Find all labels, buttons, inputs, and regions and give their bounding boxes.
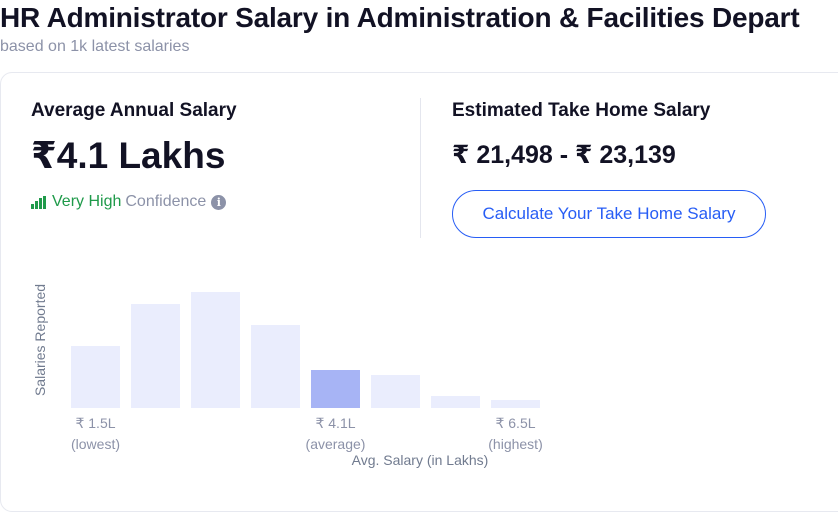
- average-salary-value: ₹4.1 Lakhs: [31, 135, 226, 176]
- info-icon[interactable]: i: [211, 194, 227, 210]
- histogram-bar[interactable]: [191, 292, 240, 408]
- histogram-bar[interactable]: [251, 325, 300, 408]
- confidence-indicator: Very High Confidence i: [31, 193, 227, 211]
- divider: [420, 98, 421, 238]
- x-tick-label: ₹ 4.1L: [315, 415, 355, 431]
- page-title: HR Administrator Salary in Administratio…: [0, 2, 800, 33]
- salary-card: [0, 72, 838, 512]
- confidence-label: Confidence: [125, 193, 207, 210]
- x-tick-label: ₹ 1.5L: [75, 415, 115, 431]
- average-salary-label: Average Annual Salary: [31, 100, 237, 121]
- histogram-bar-average[interactable]: [311, 370, 360, 408]
- histogram-bar[interactable]: [131, 304, 180, 408]
- confidence-level: Very High: [52, 193, 122, 210]
- histogram-bar[interactable]: [71, 346, 120, 408]
- x-tick-label: ₹ 6.5L: [495, 415, 535, 431]
- take-home-label: Estimated Take Home Salary: [452, 100, 711, 121]
- histogram-bar[interactable]: [491, 400, 540, 408]
- x-tick-note: (highest): [488, 436, 542, 452]
- histogram-bar[interactable]: [371, 375, 420, 408]
- signal-bars-icon: [31, 195, 46, 209]
- take-home-value: ₹ 21,498 - ₹ 23,139: [452, 141, 676, 169]
- salary-distribution-chart: Salaries Reported ₹ 1.5L (lowest) ₹ 4.1L (av…: [32, 284, 543, 468]
- page-subtitle: based on 1k latest salaries: [0, 38, 190, 55]
- y-axis-label: Salaries Reported: [32, 284, 48, 396]
- x-tick-note: (lowest): [71, 436, 120, 452]
- x-axis-label: Avg. Salary (in Lakhs): [352, 452, 489, 468]
- calculate-take-home-button[interactable]: Calculate Your Take Home Salary: [452, 190, 766, 238]
- histogram-bar[interactable]: [431, 396, 480, 408]
- x-tick-note: (average): [306, 436, 366, 452]
